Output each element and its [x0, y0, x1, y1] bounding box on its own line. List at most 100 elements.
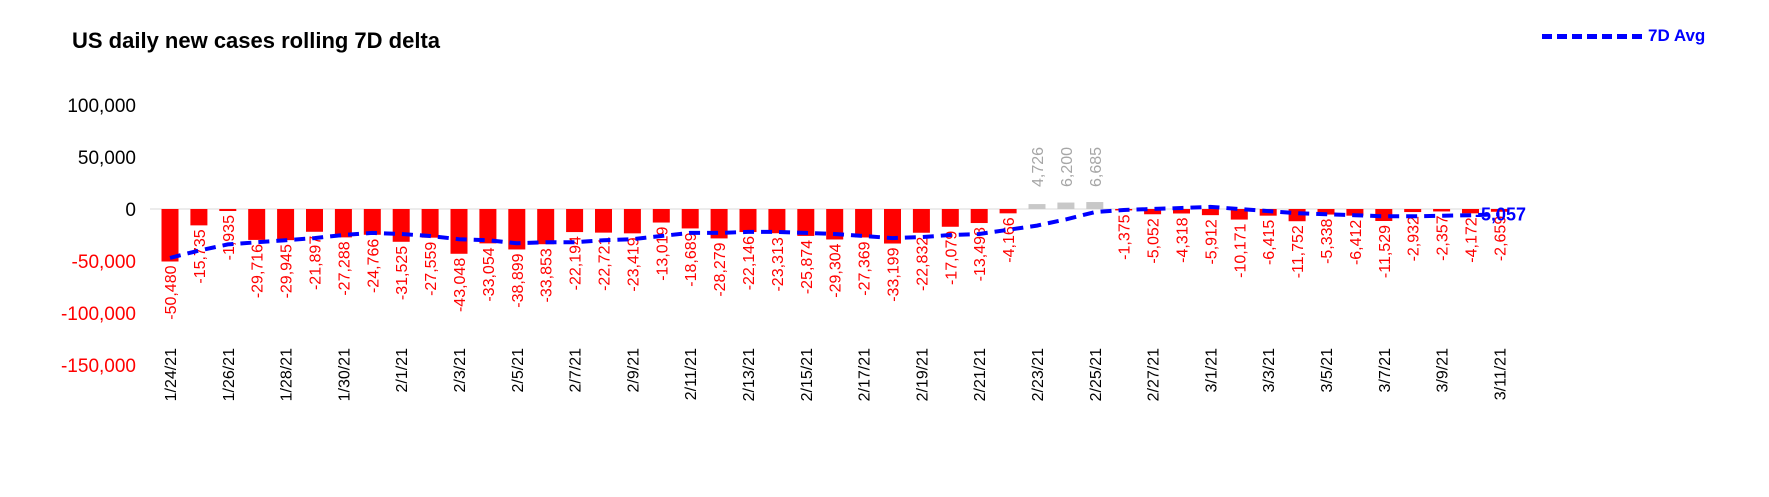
y-tick-label: -50,000 [72, 252, 136, 273]
x-tick-label: 1/30/21 [336, 348, 353, 401]
bar [1201, 209, 1219, 216]
line-end-label: -5,057 [1475, 204, 1526, 224]
bar-data-label: -28,279 [712, 242, 729, 296]
bar-data-label: -27,288 [336, 241, 353, 295]
bar-data-label: -29,716 [250, 244, 267, 298]
bar-data-label: -27,559 [423, 242, 440, 296]
bar-data-label: -50,480 [163, 265, 180, 319]
bar-data-label: -38,899 [510, 253, 527, 307]
x-tick-label: 2/3/21 [452, 348, 469, 393]
bar-data-label: -22,146 [741, 236, 758, 290]
bar-data-label: -4,318 [1175, 217, 1192, 262]
bar-data-label: -22,721 [597, 237, 614, 291]
bar [623, 209, 641, 234]
x-tick-label: 1/24/21 [163, 348, 180, 401]
bar-data-label: -4,172 [1464, 217, 1481, 262]
y-tick-label: 50,000 [78, 148, 136, 169]
bar-data-label: -29,304 [828, 243, 845, 297]
bar [306, 209, 323, 232]
x-tick-label: 2/25/21 [1088, 348, 1105, 401]
bar [1346, 209, 1364, 216]
x-tick-label: 1/26/21 [221, 348, 238, 401]
bar [277, 209, 295, 241]
bar [421, 209, 439, 238]
x-tick-label: 2/19/21 [914, 348, 931, 401]
x-tick-label: 2/11/21 [683, 348, 700, 400]
bar [855, 209, 873, 238]
bar [1317, 209, 1335, 215]
y-tick-label: -100,000 [61, 304, 136, 325]
bar [190, 209, 208, 226]
bar [1057, 202, 1075, 209]
bar-data-label: -10,171 [1232, 223, 1249, 277]
bar [363, 209, 381, 235]
bar-data-label: -18,689 [683, 232, 700, 286]
x-tick-label: 2/5/21 [510, 348, 527, 393]
x-tick-label: 3/5/21 [1319, 348, 1336, 393]
bar [1375, 209, 1393, 221]
bar [450, 209, 468, 254]
chart-title: US daily new cases rolling 7D delta [72, 28, 441, 53]
bar [797, 209, 815, 236]
bar-data-label: 4,726 [1030, 147, 1047, 187]
y-tick-label: 100,000 [67, 96, 136, 117]
bar-data-label: -2,932 [1406, 216, 1423, 261]
bar [1144, 209, 1162, 215]
bar [999, 209, 1017, 214]
bar [941, 209, 959, 227]
bar [970, 209, 988, 224]
bar [826, 209, 844, 240]
x-tick-label: 2/9/21 [625, 348, 642, 393]
bar-data-label: -5,338 [1319, 218, 1336, 263]
bar [537, 209, 555, 245]
bar-data-label: -24,766 [365, 239, 382, 293]
bar [739, 209, 757, 233]
bar-data-label: -1,935 [221, 215, 238, 260]
bar-data-label: -2,659 [1492, 216, 1509, 261]
bar-data-label: -2,357 [1435, 215, 1452, 260]
bar-data-label: -5,052 [1146, 218, 1163, 263]
x-tick-label: 2/21/21 [972, 348, 989, 401]
bar [768, 209, 786, 234]
bar-data-label: -21,897 [308, 236, 325, 290]
x-tick-label: 3/1/21 [1203, 348, 1220, 393]
bar [392, 209, 410, 242]
legend: 7D Avg [1542, 26, 1705, 46]
bar [479, 209, 497, 244]
x-tick-label: 2/15/21 [799, 348, 816, 401]
bar [1404, 209, 1422, 213]
x-tick-label: 2/23/21 [1030, 348, 1047, 401]
y-tick-label: 0 [125, 200, 136, 221]
y-tick-label: -150,000 [61, 356, 136, 377]
bar-data-label: -4,166 [1001, 217, 1018, 262]
bar [884, 209, 901, 244]
bar [161, 209, 179, 262]
legend-swatch-7d-avg [1542, 33, 1642, 39]
bar-data-label: -22,194 [568, 236, 585, 290]
bar-data-label: -33,853 [539, 248, 556, 302]
bar-data-label: -23,419 [625, 237, 642, 291]
bar-data-label: -15,735 [192, 229, 209, 283]
bar-data-label: -33,199 [886, 247, 903, 301]
bar-data-label: -6,412 [1348, 220, 1365, 265]
bar-data-label: 6,200 [1059, 147, 1076, 187]
bar-data-label: 6,685 [1088, 147, 1105, 187]
bar-data-label: -25,874 [799, 240, 816, 294]
bar [1230, 209, 1248, 220]
bar-data-label: -1,375 [1117, 214, 1134, 259]
bar-data-label: -22,832 [914, 237, 931, 291]
bar-data-label: -13,019 [654, 226, 671, 280]
bar [652, 209, 670, 223]
x-tick-label: 2/7/21 [568, 348, 585, 393]
x-tick-label: 3/7/21 [1377, 348, 1394, 393]
bar [334, 209, 352, 238]
bar-data-label: -17,079 [943, 231, 960, 285]
x-tick-label: 1/28/21 [279, 348, 296, 401]
x-tick-label: 3/11/21 [1492, 348, 1509, 400]
bar-data-label: -5,912 [1203, 219, 1220, 264]
bar-data-label: -11,529 [1377, 225, 1394, 278]
bar-data-label: -23,313 [770, 237, 787, 291]
x-tick-label: 2/13/21 [741, 348, 758, 401]
x-tick-label: 2/27/21 [1146, 348, 1163, 401]
